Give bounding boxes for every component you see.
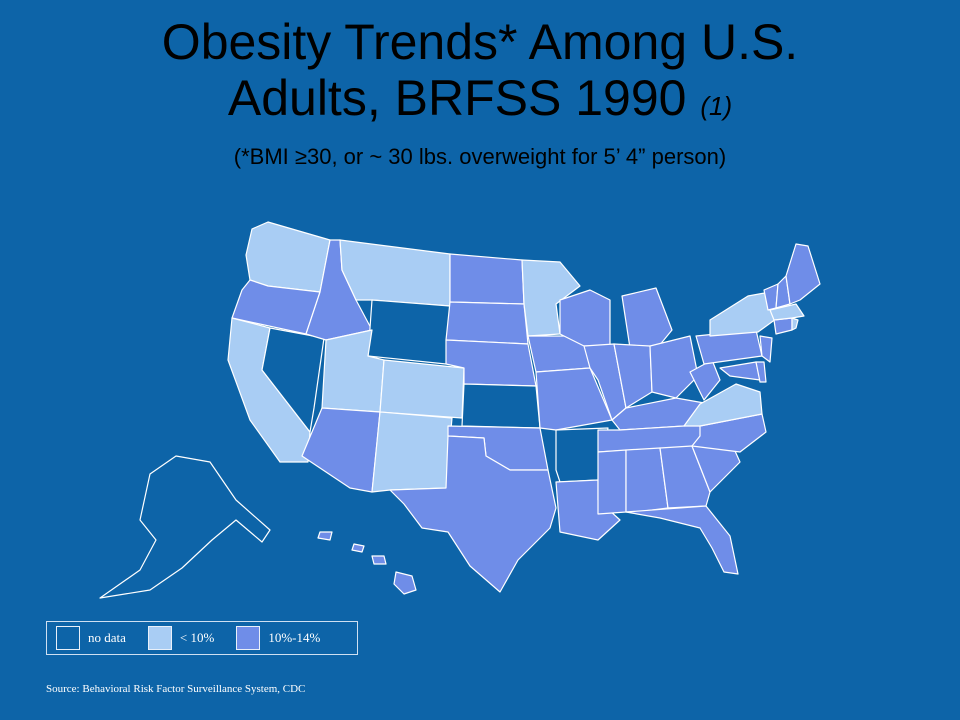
- source-note: Source: Behavioral Risk Factor Surveilla…: [46, 683, 306, 695]
- state-fl: [625, 505, 739, 575]
- state-va: [683, 383, 763, 427]
- state-tx: [389, 435, 557, 593]
- state-ms: [597, 449, 627, 515]
- state-nm: [371, 411, 453, 493]
- state-de: [755, 361, 767, 383]
- legend-label-lt10: < 10%: [179, 630, 215, 645]
- state-me: [785, 243, 821, 305]
- legend-swatch-no-data: [56, 626, 80, 650]
- slide-title: Obesity Trends* Among U.S. Adults, BRFSS…: [0, 14, 960, 134]
- state-mo: [535, 367, 613, 431]
- state-oh: [649, 335, 699, 399]
- state-hi: [317, 531, 417, 595]
- state-wy: [367, 299, 451, 365]
- state-ri: [791, 317, 799, 331]
- state-az: [301, 407, 381, 493]
- legend-label-10-14: 10%-14%: [268, 630, 321, 645]
- state-nj: [759, 335, 773, 363]
- state-nd: [449, 253, 525, 305]
- title-line-1: Obesity Trends* Among U.S.: [161, 14, 799, 70]
- state-wa: [245, 221, 331, 293]
- title-line-2: Adults, BRFSS 1990 (1): [0, 70, 960, 134]
- state-wi: [559, 289, 611, 347]
- state-ct: [773, 317, 793, 335]
- state-ak: [99, 455, 271, 599]
- slide-subtitle: (*BMI ≥30, or ~ 30 lbs. overweight for 5…: [233, 144, 727, 169]
- state-ma: [769, 303, 805, 321]
- state-sd: [445, 301, 529, 345]
- title-note: (1): [700, 91, 733, 121]
- state-mn: [521, 259, 581, 337]
- title-line-2-text: Adults, BRFSS 1990: [227, 70, 687, 126]
- state-mi: [621, 287, 673, 353]
- state-pa: [695, 329, 763, 365]
- state-co: [379, 359, 465, 419]
- legend: no data < 10% 10%-14%: [46, 621, 358, 655]
- legend-label-no-data: no data: [88, 630, 126, 645]
- legend-swatch-10-14: [236, 626, 261, 650]
- legend-swatch-lt10: [147, 626, 172, 650]
- state-md: [719, 361, 761, 381]
- state-mt: [339, 239, 451, 307]
- state-ks: [461, 383, 541, 429]
